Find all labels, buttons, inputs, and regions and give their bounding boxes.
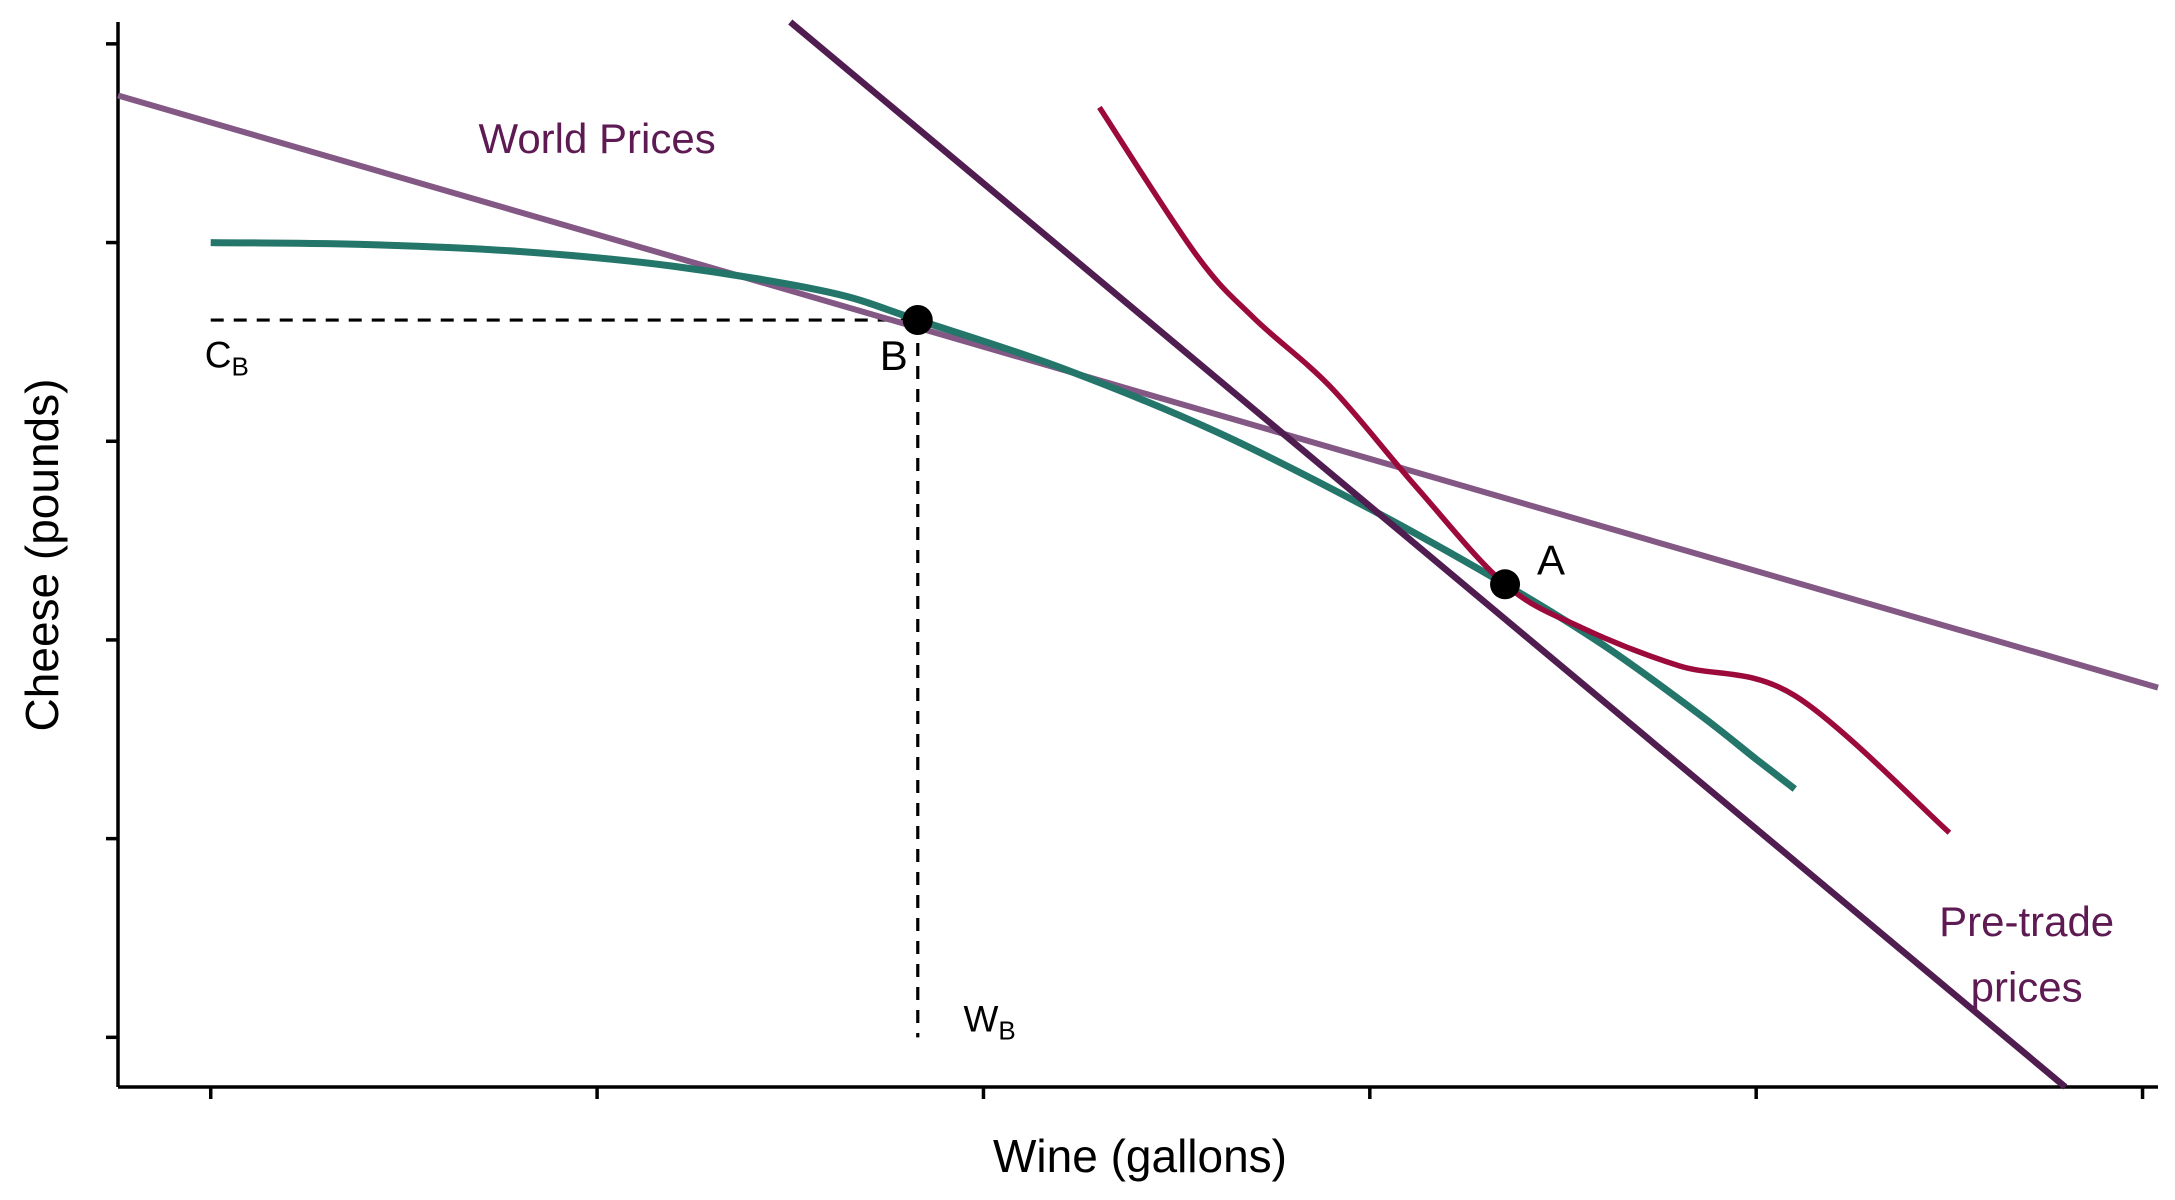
point-a [1490,569,1521,600]
wb-main: W [963,998,998,1039]
y-axis-title: Cheese (pounds) [16,379,68,732]
cb-main: C [205,335,232,376]
wb-subscript: B [998,1015,1015,1045]
wb-intercept-label: WB [963,998,1015,1045]
dashed-guides [210,318,920,1038]
pretrade-prices-label-line2: prices [1971,964,2083,1011]
point-a-label: A [1537,536,1565,583]
points: BA [880,305,1565,600]
world-price-line [117,92,2159,691]
point-b [902,305,933,336]
point-b-label: B [880,332,908,379]
cb-subscript: B [231,352,248,382]
ppf-curve [210,239,1797,792]
x-axis-title: Wine (gallons) [993,1130,1287,1182]
y-axis-ticks [106,42,118,1040]
indifference-curve [1097,105,1952,835]
cb-intercept-label: CB [205,335,249,382]
x-axis-ticks [208,1087,2145,1099]
curves [117,19,2159,1090]
pretrade-price-line [788,19,2068,1090]
pretrade-prices-label-line1: Pre-trade [1939,898,2114,945]
world-prices-label: World Prices [478,115,715,162]
